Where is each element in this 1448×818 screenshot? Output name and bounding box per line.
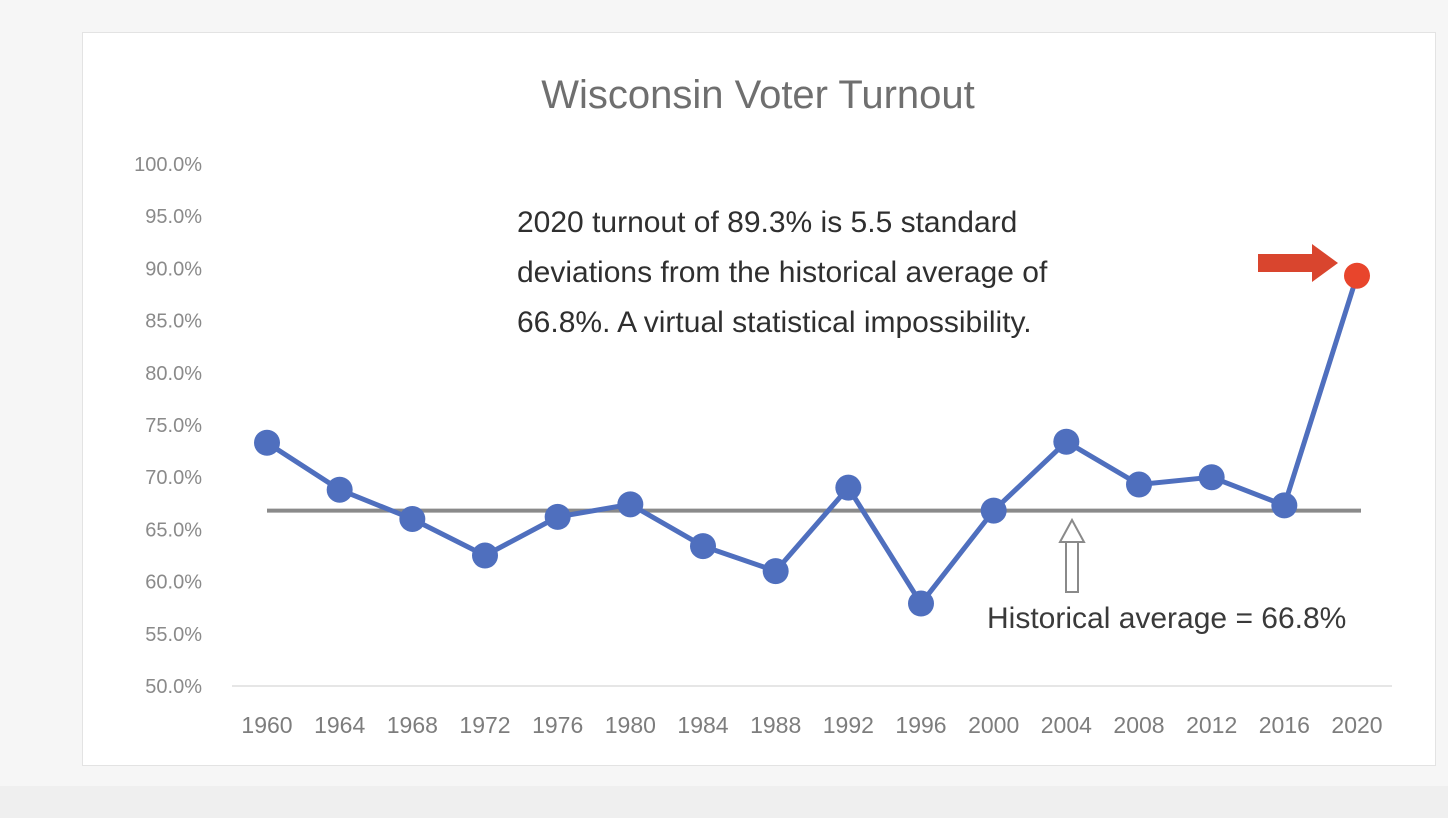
x-tick-label: 1968 — [387, 712, 438, 738]
y-axis-ticks: 100.0% 95.0% 90.0% 85.0% 80.0% 75.0% 70.0% 65.0… — [134, 154, 202, 698]
annotation-line-3: 66.8%. A virtual statistical impossibili… — [517, 306, 1032, 339]
turnout-points — [254, 262, 1370, 617]
x-tick-label: 1972 — [459, 712, 510, 738]
bottom-strip — [0, 786, 1448, 818]
x-tick-label: 1984 — [677, 712, 728, 738]
data-point — [1271, 492, 1298, 519]
data-point — [835, 474, 862, 501]
y-tick-label: 70.0% — [145, 467, 202, 489]
highlight-data-point — [1344, 262, 1370, 289]
chart-card — [82, 32, 1436, 766]
turnout-series-line — [264, 273, 1360, 607]
data-point — [544, 503, 571, 530]
annotation-text: 2020 turnout of 89.3% is 5.5 standard de… — [517, 206, 1048, 339]
x-tick-label: 2004 — [1041, 712, 1092, 738]
x-tick-label: 2012 — [1186, 712, 1237, 738]
data-point — [399, 505, 426, 532]
y-tick-label: 95.0% — [145, 206, 202, 228]
data-point — [1198, 464, 1225, 491]
highlight-arrow-icon — [1258, 244, 1338, 282]
x-tick-label: 1980 — [605, 712, 656, 738]
y-tick-label: 75.0% — [145, 415, 202, 437]
x-tick-label: 2020 — [1331, 712, 1382, 738]
x-tick-label: 1988 — [750, 712, 801, 738]
x-axis-ticks: 1960 1964 1968 1972 1976 1980 1984 1988 1992 1996… — [241, 712, 1382, 738]
data-point — [762, 558, 789, 585]
data-point — [472, 542, 498, 569]
data-point — [1126, 471, 1152, 498]
x-tick-label: 2016 — [1259, 712, 1310, 738]
data-point — [908, 590, 934, 617]
x-tick-label: 1960 — [241, 712, 292, 738]
historical-average-label: Historical average = 66.8% — [987, 602, 1346, 635]
y-tick-label: 80.0% — [145, 363, 202, 385]
data-point — [980, 497, 1007, 524]
data-point — [326, 476, 353, 503]
chart-title: Wisconsin Voter Turnout — [541, 73, 975, 117]
x-tick-label: 1964 — [314, 712, 365, 738]
y-tick-label: 55.0% — [145, 624, 202, 646]
y-tick-label: 65.0% — [145, 519, 202, 541]
y-tick-label: 85.0% — [145, 311, 202, 333]
x-tick-label: 2008 — [1113, 712, 1164, 738]
x-tick-label: 1976 — [532, 712, 583, 738]
y-tick-label: 100.0% — [134, 154, 202, 176]
y-tick-label: 60.0% — [145, 572, 202, 594]
data-point — [254, 429, 280, 456]
x-tick-label: 2000 — [968, 712, 1019, 738]
data-point — [690, 533, 716, 560]
y-tick-label: 50.0% — [145, 676, 202, 698]
data-point — [617, 491, 644, 518]
x-tick-label: 1992 — [823, 712, 874, 738]
annotation-line-2: deviations from the historical average o… — [517, 256, 1048, 289]
x-tick-label: 1996 — [895, 712, 946, 738]
y-tick-label: 90.0% — [145, 258, 202, 280]
data-point — [1053, 428, 1080, 455]
average-pointer-arrow-icon — [1058, 517, 1086, 593]
annotation-line-1: 2020 turnout of 89.3% is 5.5 standard — [517, 206, 1017, 239]
